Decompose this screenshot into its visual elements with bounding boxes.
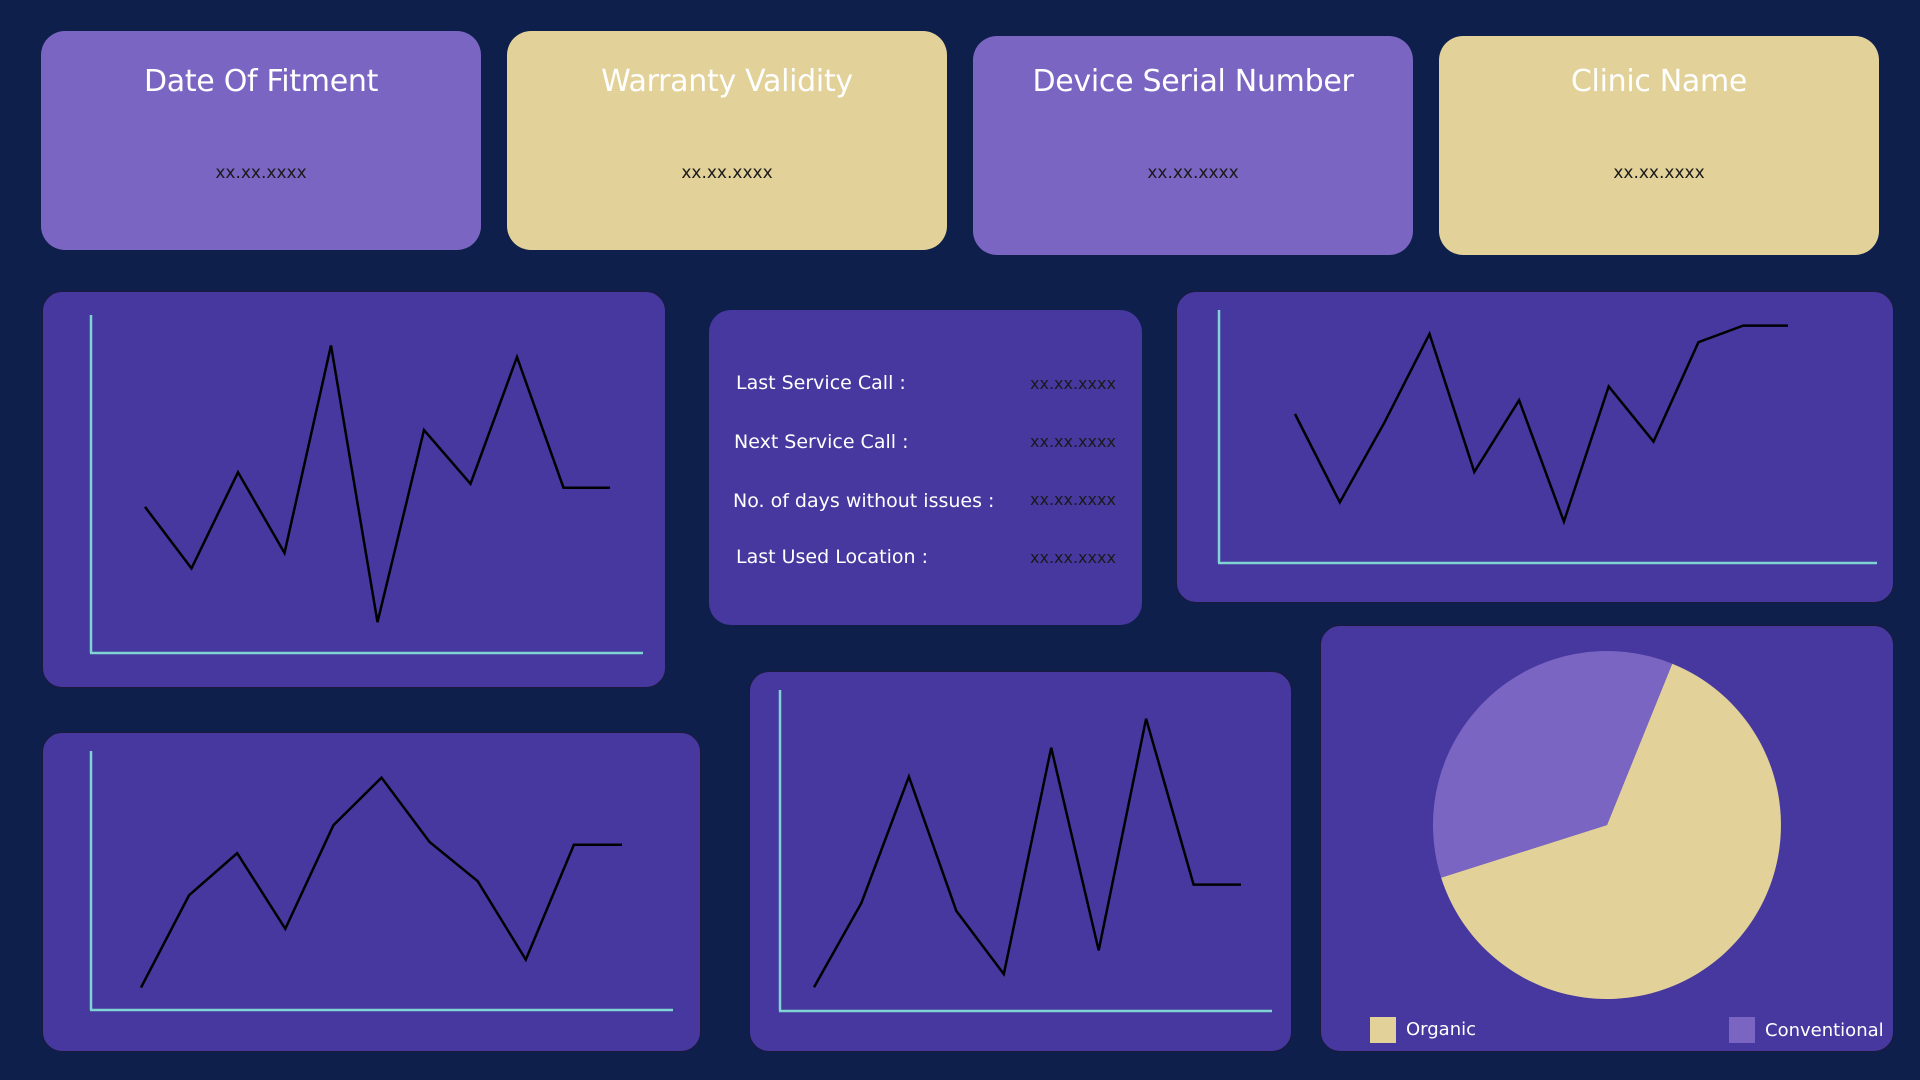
info-label-days-without-issues: No. of days without issues : [733,490,995,512]
line-chart-panel-1 [42,291,666,688]
info-label-next-service-call: Next Service Call : [734,431,909,453]
legend-swatch-conventional [1729,1017,1755,1043]
card-device-serial-number: Device Serial Number xx.xx.xxxx [973,36,1413,255]
card-value: xx.xx.xxxx [215,163,307,183]
card-title: Clinic Name [1570,64,1748,99]
card-title: Date Of Fitment [143,64,379,99]
card-title: Device Serial Number [1032,64,1354,99]
info-value-next-service-call: xx.xx.xxxx [1030,432,1116,451]
pie-chart-panel: Organic Conventional [1320,625,1894,1052]
info-value-last-used-location: xx.xx.xxxx [1030,548,1116,567]
line-chart-2 [1217,310,1877,565]
card-value: xx.xx.xxxx [1147,163,1239,183]
series-line [812,718,1241,988]
pie-chart [1432,651,1781,1000]
line-chart-3 [89,751,673,1012]
line-chart-1 [89,315,643,655]
info-label-last-used-location: Last Used Location : [736,546,929,568]
legend-label-organic: Organic [1406,1019,1477,1040]
info-value-days-without-issues: xx.xx.xxxx [1030,490,1116,509]
service-info-panel: Last Service Call : xx.xx.xxxx Next Serv… [709,310,1142,625]
info-label-last-service-call: Last Service Call : [736,372,906,394]
line-chart-panel-2 [1176,291,1894,603]
card-clinic-name: Clinic Name xx.xx.xxxx [1439,36,1879,255]
card-date-of-fitment: Date Of Fitment xx.xx.xxxx [41,31,481,250]
series-line [144,345,610,623]
series-line [1293,324,1788,526]
pie-slice-organic [1441,663,1781,1000]
card-warranty-validity: Warranty Validity xx.xx.xxxx [507,31,947,250]
card-value: xx.xx.xxxx [681,163,773,183]
line-chart-4 [778,690,1272,1013]
pie-slice-conventional [1432,651,1673,878]
info-value-last-service-call: xx.xx.xxxx [1030,374,1116,393]
legend-swatch-organic [1370,1017,1396,1043]
series-line [139,775,622,989]
line-chart-panel-3 [42,732,701,1052]
line-chart-panel-4 [749,671,1292,1052]
card-title: Warranty Validity [601,64,853,99]
legend-label-conventional: Conventional [1765,1020,1884,1041]
card-value: xx.xx.xxxx [1613,163,1705,183]
